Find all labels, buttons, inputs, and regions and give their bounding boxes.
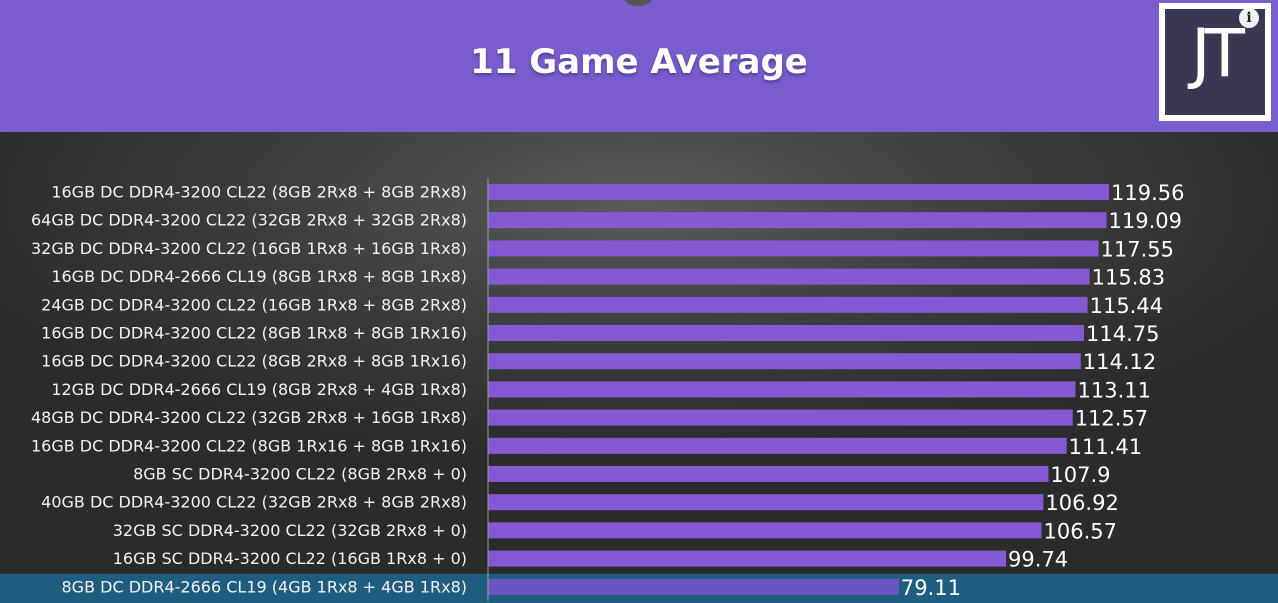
value-label: 106.92 [1045, 491, 1118, 515]
category-label: 32GB DC DDR4-3200 CL22 (16GB 1Rx8 + 16GB… [31, 239, 467, 258]
bar [488, 494, 1044, 511]
value-label: 119.56 [1111, 181, 1184, 205]
category-label: 16GB DC DDR4-3200 CL22 (8GB 1Rx16 + 8GB … [31, 436, 467, 455]
info-icon[interactable]: i [1239, 8, 1259, 28]
chart-title: 11 Game Average [470, 42, 808, 82]
value-label: 79.11 [901, 576, 961, 600]
top-knob-decoration [623, 0, 653, 6]
value-label: 106.57 [1044, 519, 1117, 543]
bar [488, 240, 1099, 257]
category-label: 48GB DC DDR4-3200 CL22 (32GB 2Rx8 + 16GB… [31, 408, 467, 427]
category-label: 8GB SC DDR4-3200 CL22 (8GB 2Rx8 + 0) [133, 465, 467, 484]
value-label: 115.44 [1090, 294, 1163, 318]
bar [488, 296, 1088, 313]
logo-text: JT [1191, 15, 1245, 92]
bar [488, 268, 1090, 285]
category-label: 16GB DC DDR4-3200 CL22 (8GB 2Rx8 + 8GB 2… [51, 183, 467, 202]
category-label: 16GB DC DDR4-3200 CL22 (8GB 2Rx8 + 8GB 1… [41, 352, 467, 371]
value-label: 99.74 [1008, 548, 1068, 572]
bar [488, 522, 1042, 539]
value-label: 112.57 [1075, 407, 1148, 431]
category-label: 8GB DC DDR4-2666 CL19 (4GB 1Rx8 + 4GB 1R… [62, 577, 468, 596]
bar [488, 409, 1073, 426]
category-label: 24GB DC DDR4-3200 CL22 (16GB 1Rx8 + 8GB … [41, 295, 467, 314]
value-label: 111.41 [1069, 435, 1142, 459]
category-label: 12GB DC DDR4-2666 CL19 (8GB 2Rx8 + 4GB 1… [51, 380, 467, 399]
value-label: 113.11 [1077, 378, 1150, 402]
value-label: 119.09 [1109, 209, 1182, 233]
bar [488, 550, 1007, 567]
value-label: 114.12 [1083, 350, 1156, 374]
value-label: 114.75 [1086, 322, 1159, 346]
chart-header: 11 Game Average [0, 0, 1278, 132]
bar [488, 466, 1049, 482]
bar [488, 578, 899, 595]
bar [488, 381, 1076, 398]
category-label: 64GB DC DDR4-3200 CL22 (32GB 2Rx8 + 32GB… [31, 211, 467, 230]
value-label: 107.9 [1050, 463, 1110, 487]
bar [488, 325, 1085, 341]
category-label: 32GB SC DDR4-3200 CL22 (32GB 2Rx8 + 0) [113, 521, 467, 540]
category-label: 16GB DC DDR4-3200 CL22 (8GB 1Rx8 + 8GB 1… [41, 324, 467, 343]
bar [488, 353, 1081, 370]
bar [488, 212, 1107, 229]
category-label: 16GB DC DDR4-2666 CL19 (8GB 1Rx8 + 8GB 1… [51, 267, 467, 286]
category-label: 40GB DC DDR4-3200 CL22 (32GB 2Rx8 + 8GB … [41, 493, 467, 512]
bar [488, 184, 1109, 200]
bar [488, 437, 1067, 454]
value-label: 115.83 [1092, 266, 1165, 290]
category-label: 16GB SC DDR4-3200 CL22 (16GB 1Rx8 + 0) [113, 549, 467, 568]
value-label: 117.55 [1101, 237, 1174, 261]
